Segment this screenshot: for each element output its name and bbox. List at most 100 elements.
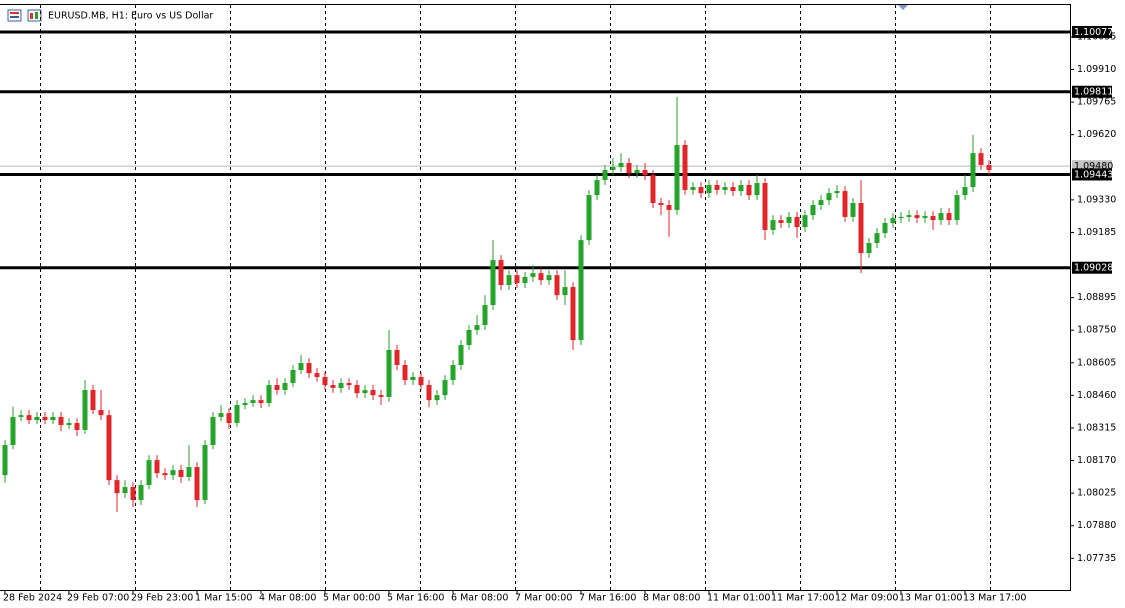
y-tick-label: 1.09330: [1077, 194, 1116, 205]
candle-body: [266, 385, 272, 404]
x-tick-label: 5 Mar 00:00: [323, 593, 380, 604]
candle-body: [802, 215, 808, 228]
candle-body: [410, 376, 416, 381]
level-box: [1072, 25, 1112, 38]
candle-body: [778, 220, 784, 223]
candle-body: [826, 193, 832, 201]
candle-body: [338, 383, 344, 388]
y-tick-label: 1.09910: [1077, 64, 1116, 75]
candle-body: [346, 383, 352, 386]
toolbar-icons: [7, 9, 42, 22]
x-tick-label: 28 Feb 2024: [3, 593, 62, 604]
level-label: 1.09028: [1074, 263, 1113, 274]
candle-body: [322, 376, 328, 386]
level-label: 1.10077: [1074, 27, 1113, 38]
candle-body: [466, 329, 472, 346]
candle-body: [538, 273, 544, 281]
candle-body: [514, 275, 520, 284]
candle-body: [914, 215, 920, 219]
candle-body: [2, 445, 8, 476]
candle-body: [522, 276, 528, 284]
candle-body: [418, 376, 424, 386]
chart-title: EURUSD.MB, H1: Euro vs US Dollar: [48, 11, 213, 22]
candle-body: [786, 216, 792, 223]
candle-body: [106, 415, 112, 481]
candle-body: [130, 487, 136, 501]
candle-body: [378, 395, 384, 397]
candle-body: [842, 191, 848, 217]
candle-body: [178, 469, 184, 477]
candle-body: [394, 349, 400, 366]
candle-body: [978, 153, 984, 166]
candle-body: [626, 162, 632, 174]
candle-body: [450, 365, 456, 381]
candle-body: [146, 460, 152, 486]
candle-body: [218, 413, 224, 417]
candle-body: [874, 233, 880, 244]
candle-body: [26, 415, 32, 421]
candle-body: [762, 182, 768, 230]
candle-body: [570, 287, 576, 341]
level-box: [1072, 261, 1112, 274]
candle-body: [18, 415, 24, 417]
y-tick-label: 1.08025: [1077, 488, 1116, 499]
candle-body: [810, 205, 816, 216]
x-tick-label: 11 Mar 01:00: [707, 593, 770, 604]
candle-body: [186, 467, 192, 477]
level-label: 1.09811: [1074, 87, 1113, 98]
candle-body: [210, 416, 216, 446]
x-tick-label: 8 Mar 08:00: [643, 593, 700, 604]
candle-body: [42, 416, 48, 421]
candle-body: [82, 389, 88, 430]
x-tick-label: 13 Mar 01:00: [899, 593, 962, 604]
candle-body: [34, 416, 40, 421]
candle-body: [754, 182, 760, 196]
candle-body: [194, 467, 200, 501]
x-tick-label: 7 Mar 00:00: [515, 593, 572, 604]
x-tick-label: 4 Mar 08:00: [259, 593, 316, 604]
candle-body: [546, 275, 552, 281]
candle-body: [10, 416, 16, 446]
candle-body: [642, 169, 648, 176]
candle-body: [306, 363, 312, 374]
candle-body: [946, 213, 952, 221]
candle-body: [562, 287, 568, 296]
candle-body: [498, 260, 504, 286]
y-tick-label: 1.08895: [1077, 292, 1116, 303]
candle-body: [602, 169, 608, 181]
level-box: [1072, 168, 1112, 181]
x-tick-label: 29 Feb 23:00: [131, 593, 193, 604]
candle-body: [442, 380, 448, 396]
candle-body: [714, 185, 720, 190]
y-tick-label: 1.07735: [1077, 553, 1116, 564]
candle-body: [578, 240, 584, 341]
candle-body: [634, 169, 640, 174]
candle-body: [954, 195, 960, 221]
candle-body: [770, 220, 776, 230]
candle-body: [938, 213, 944, 221]
candle-body: [114, 480, 120, 494]
candle-body: [90, 389, 96, 410]
y-tick-label: 1.08170: [1077, 455, 1116, 466]
candle-body: [658, 202, 664, 206]
candle-body: [586, 195, 592, 241]
candle-body: [386, 349, 392, 397]
candle-body: [866, 243, 872, 254]
candle-body: [506, 275, 512, 286]
x-tick-label: 7 Mar 16:00: [579, 593, 636, 604]
x-tick-label: 1 Mar 15:00: [195, 593, 252, 604]
candle-body: [50, 416, 56, 421]
candle-body: [58, 416, 64, 426]
candle-body: [426, 385, 432, 401]
candle-body: [690, 187, 696, 190]
y-tick-label: 1.08460: [1077, 390, 1116, 401]
x-tick-label: 6 Mar 08:00: [451, 593, 508, 604]
candle-body: [650, 175, 656, 203]
candle-body: [162, 473, 168, 476]
candle-body: [554, 275, 560, 296]
candle-body: [730, 187, 736, 192]
candle-body: [474, 325, 480, 330]
candle-body: [882, 222, 888, 234]
candle-body: [610, 167, 616, 170]
